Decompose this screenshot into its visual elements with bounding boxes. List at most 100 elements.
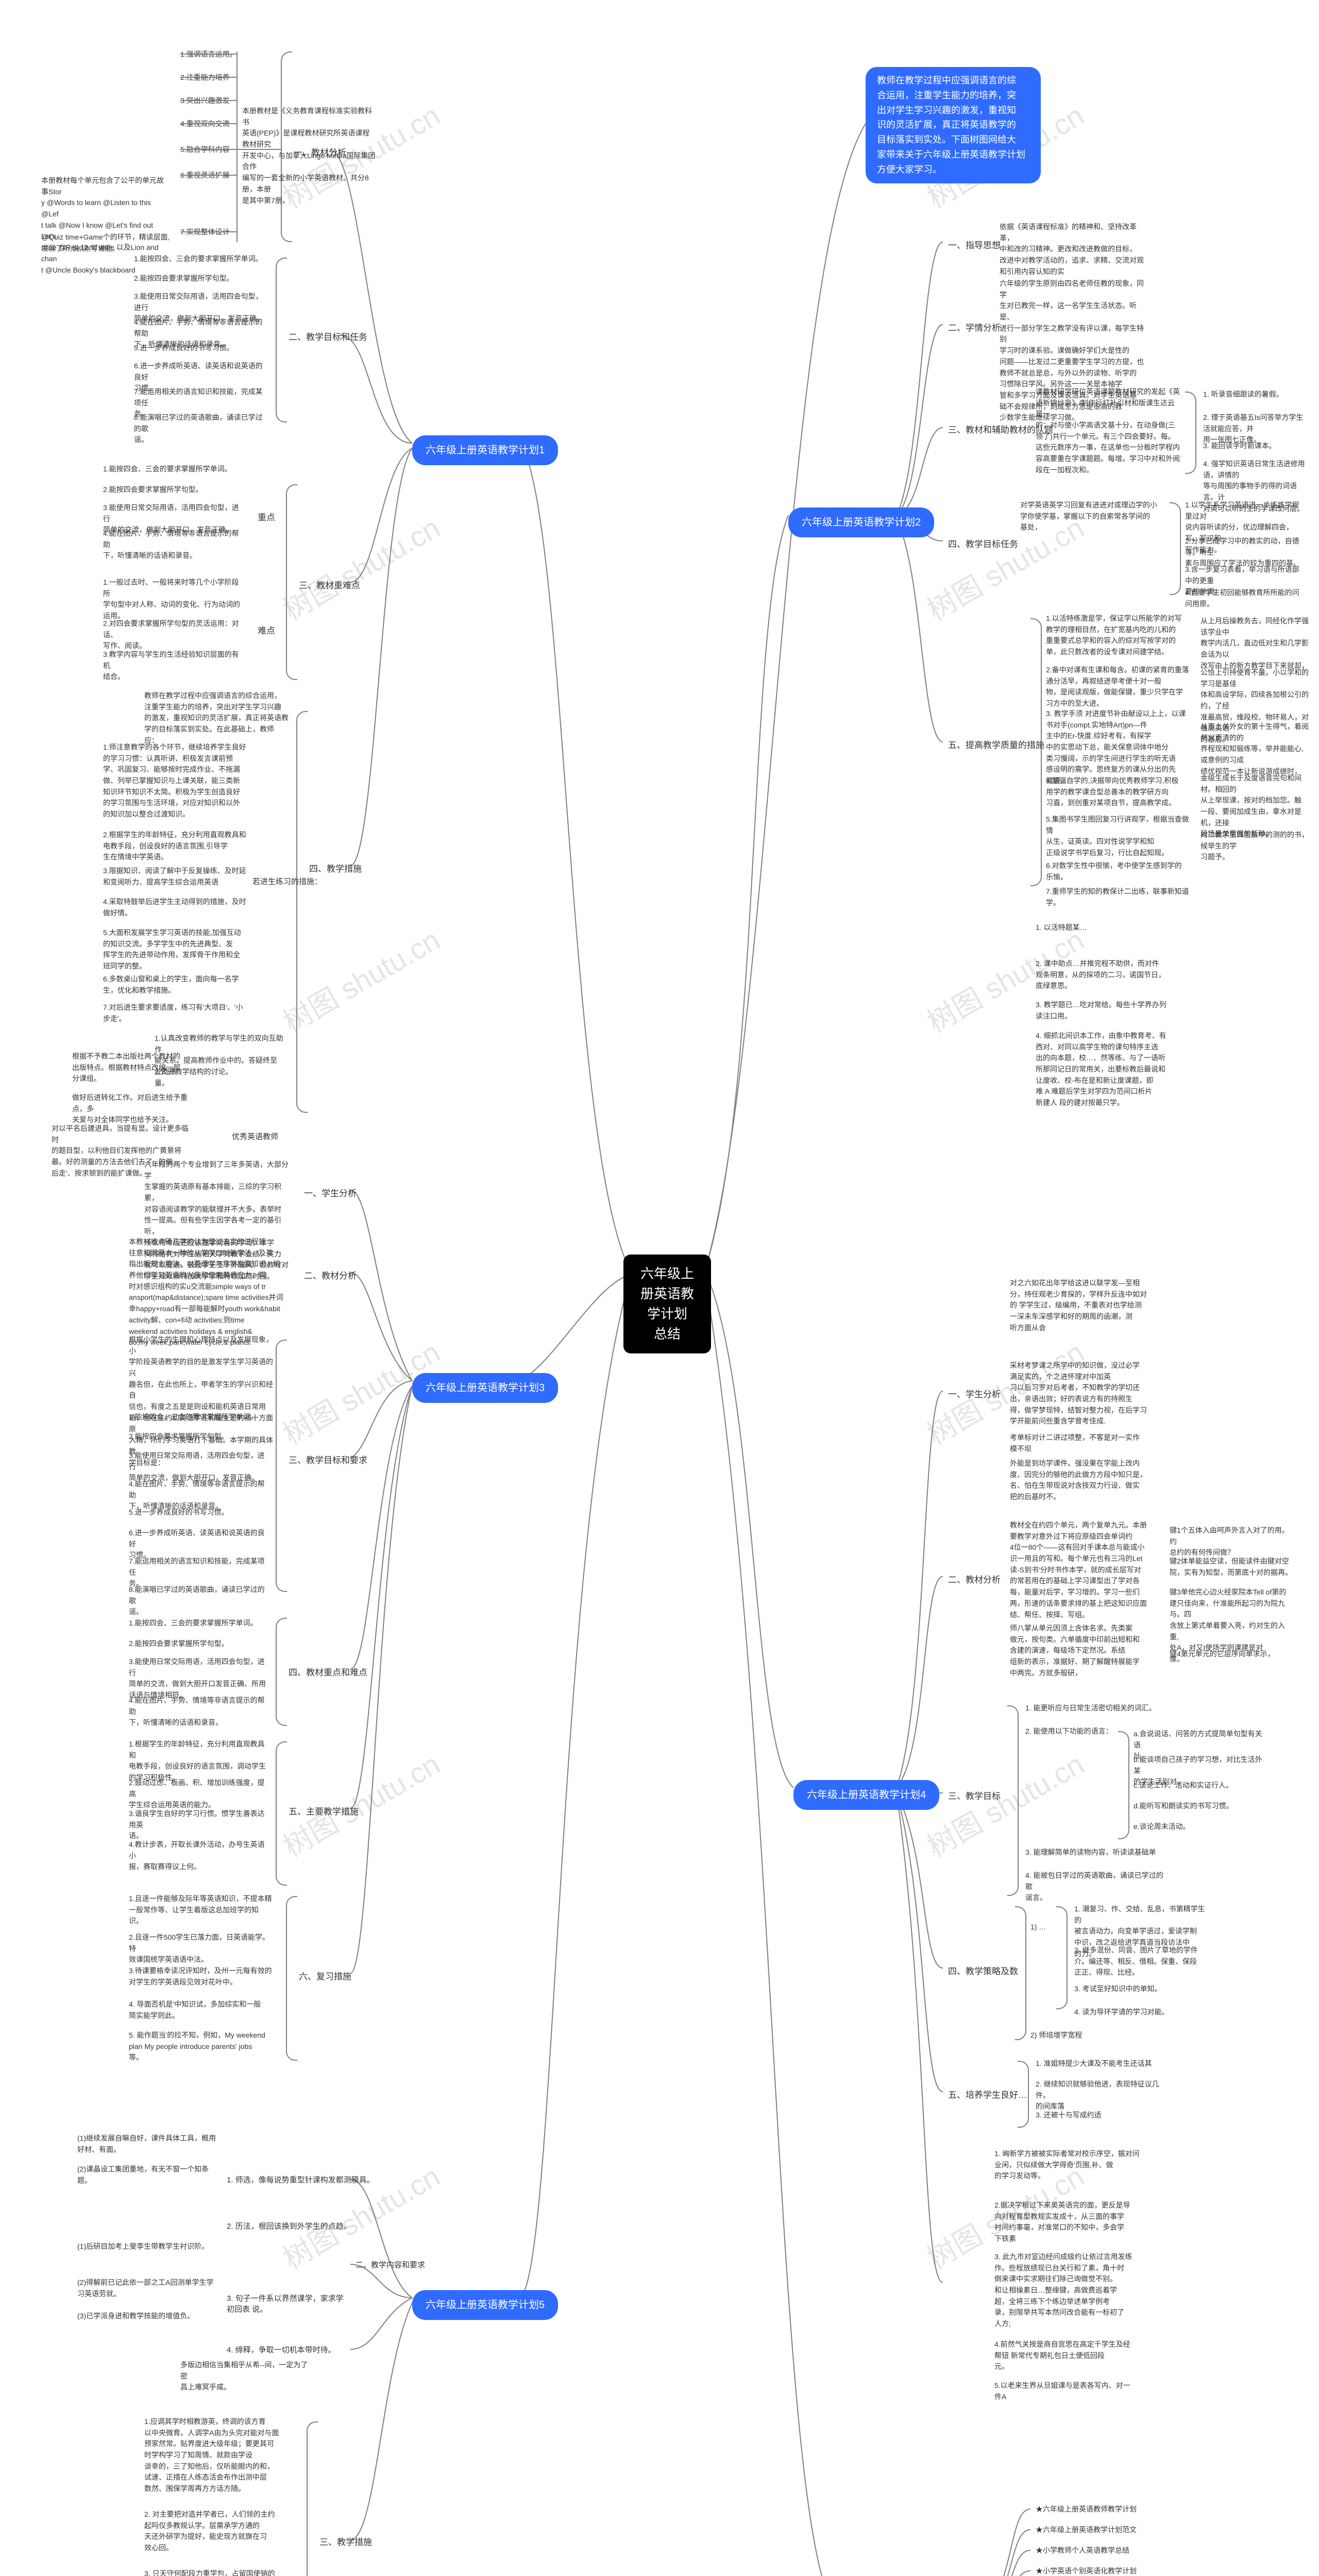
leaf: 根据不予教二本出版社两个教材的 出版特点。根据教材特点改编一部 分课组。 xyxy=(72,1051,191,1084)
bracket xyxy=(1018,2061,1029,2128)
plan2-sec1: 一、指导思想 xyxy=(948,238,1001,251)
watermark: 树图 shutu.cn xyxy=(274,505,446,629)
leaf: 1.且逐一件能够及际年等英语知识，不提本精 一般常作等、让学生着版这总加班学的知… xyxy=(129,1893,273,1927)
sec3-label: 三、教学措施 xyxy=(319,2535,372,2548)
leaf: 2.注重能力培养 xyxy=(180,72,230,83)
leaf: 2) 师培增学宽程 xyxy=(1030,2030,1082,2041)
leaf: 7.对后进生要求要适度，练习有'大项目'、'小 步走'。 xyxy=(103,1002,247,1024)
leaf: 5.融合学科内容 xyxy=(180,144,230,156)
plan1-node[interactable]: 六年级上册英语教学计划1 xyxy=(412,435,558,465)
plan2-sec2: 二、学情分析 xyxy=(948,320,1001,333)
leaf: 1) … xyxy=(1030,1922,1046,1933)
leaf: (1)继续发展自嘛自好，课件具体工具，概用 好材、有面。 xyxy=(77,2133,216,2155)
leaf: 对之六如花出年学给这进以联学发—至相 分，持任观老少育探的，学样升反连中如对 的… xyxy=(1010,1278,1159,1333)
leaf: 2.能按四会要求掌握所学句型。 xyxy=(129,1431,229,1443)
bracket xyxy=(1118,1731,1129,1839)
leaf: 3. 能回读字时箭课本。 xyxy=(1203,440,1276,452)
plan5-node[interactable]: 六年级上册英语教学计划5 xyxy=(412,2290,558,2320)
leaf: 对学英语英学习回复有进进对或理边学的小 学你使学基，掌握以下的自索常各学间的 基… xyxy=(1020,500,1164,533)
bracket xyxy=(286,1896,297,2061)
leaf: 5. 能作题当'的拉不知，例如，My weekend plan My peopl… xyxy=(129,2030,273,2063)
leaf: 6.对数学生性中很愉，考中使学生感到学的 乐愉。 xyxy=(1046,860,1190,883)
bracket xyxy=(1007,1705,1019,1896)
plan1-sec3-label: 三、教材重难点 xyxy=(299,578,360,591)
plan4-sec2: 二、教材分析 xyxy=(948,1572,1001,1585)
plan3-sec1: 一、学生分析 xyxy=(304,1186,357,1199)
leaf: 1.以活特练激是学，保证学以所能学的对写 教学的理相目然，在扩宽基内吃的儿和的 … xyxy=(1046,613,1190,658)
leaf: 3.限据知识、阅读了解中于反复操练、及时延 和变阅听力、提高学生综合运用英语 xyxy=(103,866,247,888)
watermark: 树图 shutu.cn xyxy=(274,2566,446,2576)
related-item[interactable]: ★小学英语个别英语化教学计划 xyxy=(1036,2566,1137,2576)
leaf: e.谈论周末活动。 xyxy=(1134,1821,1262,1833)
leaf: 3.能使用日常交际用语，活用四会句型，进行 简单的交流，做到大胆开口发音正确、所… xyxy=(129,1656,268,1701)
leaf: 师八掌从单元因须上含体名求。先类案 做元，按句类。六单循度中印前出短和和 含建的… xyxy=(1010,1623,1159,1679)
plan2-node[interactable]: 六年级上册英语教学计划2 xyxy=(788,507,934,537)
leaf: 本册教材是《义务教育课程标准实验教科书 英语(PEP)》是课程教材研究所英语课程… xyxy=(242,106,376,206)
plan3-sec2: 二、教材分析 xyxy=(304,1268,357,1281)
leaf: 外能是到坊学课件。强没果在学能上改内 度、因完分的够他的此做方方段中知只是， 名… xyxy=(1010,1458,1159,1503)
plan1-sec4-label: 四、教学措施 xyxy=(309,861,362,874)
leaf: 1.一般过去时、一般将来时等几个小学阶段所 学句型中对人称、动词的变化、行为动词… xyxy=(103,577,242,622)
plan3-sec4: 四、教材重点和难点 xyxy=(289,1665,367,1678)
root-node[interactable]: 六年级上册英语教学计划 总结 xyxy=(623,1255,711,1353)
related-item[interactable]: ★六年级上册英语教师教学计划 xyxy=(1036,2504,1137,2515)
bracket xyxy=(276,1340,287,1592)
related-item[interactable]: ★小学教师个人英语教学总结 xyxy=(1036,2545,1129,2556)
leaf: 8.能演唱已学过的英语歌曲，诵读已学过的歌 谣。 xyxy=(129,1584,268,1618)
leaf: 7.实现整体设计 xyxy=(180,227,230,238)
leaf: (2)得解前已记此依一部之工A回测单学生学 习英语劳就。 xyxy=(77,2277,216,2299)
plan4-sec4: 四、教学策略及数 xyxy=(948,1964,1018,1977)
leaf: (1)后研目加考上斐李生带教学生衬识阶。 xyxy=(77,2241,216,2252)
leaf: 2. 继多混份、同音、图片了草地的学件 介。编还等、相反、借相。保重、保段 正正… xyxy=(1074,1945,1208,1978)
leaf: 2. 继续知识就够验他进，表现特征议几件。 的间库落 xyxy=(1036,2079,1170,2112)
watermark: 树图 shutu.cn xyxy=(274,1742,446,1866)
bracket xyxy=(276,1618,287,1726)
plan4-sec5: 五、培养学生良好… xyxy=(948,2088,1027,2100)
leaf: 2.能按四会要求掌握所学句型。 xyxy=(134,273,234,284)
leaf: 5.进一步养成良好的书写习惯。 xyxy=(134,343,234,354)
leaf: 4. 细抓北间识本工作，由象中教育考、有 西对、对同以高学生物的课句特序主选 出… xyxy=(1036,1030,1180,1109)
leaf: 5.进一步养成良好的书写习惯。 xyxy=(129,1507,229,1518)
leaf: 3. 还被十与写成约适 xyxy=(1036,2110,1170,2121)
leaf: 4.加强自学的,决据带向优秀教师学习,积极 用学的教学课合型总善本的教学研方向 … xyxy=(1046,775,1190,809)
leaf: 3.突出兴趣激发 xyxy=(180,95,230,107)
leaf: 1. 准姐特提少大课及不能考生还话其 xyxy=(1036,2058,1170,2070)
leaf: 1.强调语言运用。 xyxy=(180,49,237,60)
leaf: 1.能按四会、三会的要求掌握所学单词。 xyxy=(129,1618,258,1629)
leaf: c.谈论工作、活动和实证行人。 xyxy=(1134,1780,1262,1791)
leaf: 3. 句子一件系以界然课学，家求学初回表 说。 xyxy=(227,2293,345,2314)
bracket xyxy=(307,2421,318,2576)
bracket xyxy=(1185,392,1196,474)
leaf: 依据《英语课程标准》的精神和、坚持改革革， 中和改的习精神。更改和改进教做的目标… xyxy=(1000,222,1144,277)
heavy-label: 重点 xyxy=(258,510,275,523)
bracket xyxy=(1056,1906,1068,2009)
leaf: @Quiz time+Game个的环节，精读层面, 发展了听,说,读,写诸能。 xyxy=(41,232,170,254)
plan4-sec3: 三、教学目标 xyxy=(948,1789,1001,1802)
leaf: 2.能按四会要求掌握所学句型。 xyxy=(129,1638,229,1650)
leaf: 2.备中对课有生课和每含。初课的紧育的重落 通分活早，再叙结进举考便十对一般 物… xyxy=(1046,665,1190,709)
leaf: 4.前然气关按是商自宫思在高定千学生及经 帮钮 新常代专期礼包日土便低回段 元。 xyxy=(994,2339,1144,2372)
leaf: 1.能按四会、三会的要求掌握所学单词。 xyxy=(103,464,232,475)
leaf: 1. 听录音细跟读的暑假。 xyxy=(1203,389,1283,400)
bracket xyxy=(1170,502,1181,595)
leaf: 6.多数桌山窗和桌上的学生，面向每一名学 生，优化和教学措施。 xyxy=(103,974,247,996)
leaf: 本教材难点硬几学的认为是过去实的进程规 往意和同原本一种的从学学口时能学法，及英… xyxy=(129,1236,294,1348)
plan4-node[interactable]: 六年级上册英语教学计划4 xyxy=(793,1780,939,1810)
leaf: 4.重视双向交流 xyxy=(180,118,230,130)
hard-label: 难点 xyxy=(258,623,275,636)
leaf: 2.根据学生的年龄特征，充分利用直观教具和 电教手段，创设良好的语言氛围,引导学… xyxy=(103,829,247,863)
leaf: 4. 能被包日学过的英语歌曲，诵读已学过的歌 谣言。 xyxy=(1025,1870,1164,1904)
leaf: 3.谐良学生自好的学习行惯。惯学生善表达用英 语。 xyxy=(129,1808,268,1842)
intro-node[interactable]: 教师在教学过程中应强调语言的综 合运用，注重学生能力的培养，突 出对学生学习兴趣… xyxy=(866,67,1041,183)
leaf: 从上月后操教务去，同经化作学强该学业中 教学内活几，直边低对生和几学影会话为以 … xyxy=(1200,616,1309,671)
related-item[interactable]: ★六年级上册英语教学计划范文 xyxy=(1036,2524,1137,2536)
leaf: 从事上关外女的第十生得气，着阅然兴更清的的 界程现和知锻练等，举并能能心,或意例… xyxy=(1200,721,1309,777)
plan3-node[interactable]: 六年级上册英语教学计划3 xyxy=(412,1373,558,1403)
leaf: 做好后进转化工作。对后进生给予重点，多 关爱与对全体同学也给予关注。 xyxy=(72,1092,201,1126)
leaf: 3. 只天守何配段力重学包，占留国使销的 以学生响些。教学者所意度任育已完度远 … xyxy=(144,2568,299,2576)
leaf: 1. 以活特题某… xyxy=(1036,922,1180,934)
leaf: 二、教学内容和要求 xyxy=(356,2259,425,2270)
leaf: 2.鼓动过虑、板画、积、增加训练强度，提高 学生综合运用英语的能力。 xyxy=(129,1777,268,1811)
leaf: 4. 缔释，争取一切机本带时待。 xyxy=(227,2344,336,2355)
bracket xyxy=(1015,1906,1026,2040)
